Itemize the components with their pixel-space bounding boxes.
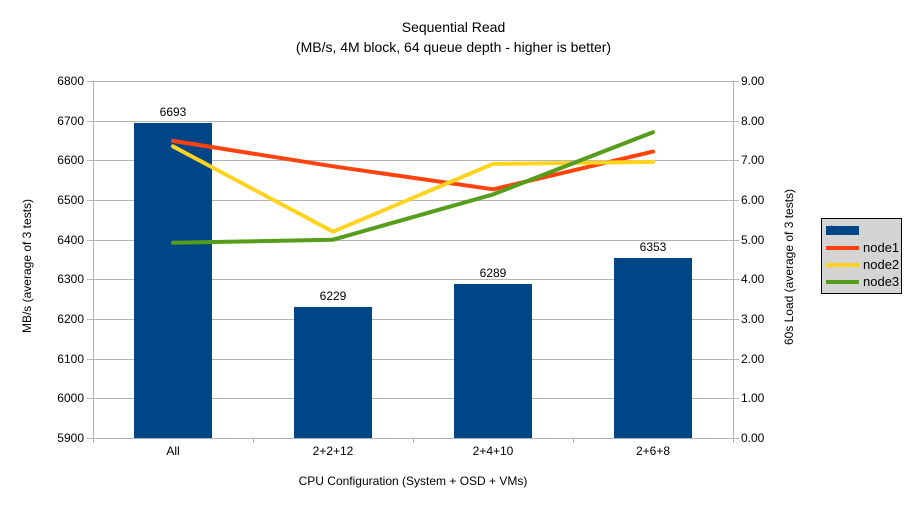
left-axis-tick [87, 279, 93, 280]
right-axis-tick [733, 240, 739, 241]
x-axis-tick [733, 438, 734, 443]
bar-value-label: 6353 [639, 240, 667, 254]
y-axis-tick-label-right: 4.00 [741, 272, 765, 286]
bar-2+2+12 [294, 307, 372, 438]
y-axis-tick-label-right: 8.00 [741, 114, 765, 128]
right-axis-tick [733, 160, 739, 161]
y-axis-tick-label-left: 6300 [57, 272, 84, 286]
y-axis-tick-label-left: 6600 [57, 153, 84, 167]
node2-swatch [826, 262, 859, 267]
legend-label: node1 [863, 240, 900, 255]
y-axis-tick-label-right: 3.00 [741, 312, 765, 326]
y-axis-tick-label-left: 6700 [57, 114, 84, 128]
x-axis-tick [413, 438, 414, 443]
line-series-node3 [171, 130, 655, 245]
y-axis-tick-label-left: 6500 [57, 193, 84, 207]
gridline [93, 398, 733, 399]
gridline [93, 160, 733, 161]
y-axis-tick-label-right: 1.00 [741, 391, 765, 405]
gridline [93, 319, 733, 320]
legend-item-node1: node1 [826, 240, 900, 255]
x-category-label: All [166, 444, 180, 458]
x-category-label: 2+6+8 [635, 444, 671, 458]
legend-item-node2: node2 [826, 257, 900, 272]
y-axis-tick-label-left: 6100 [57, 352, 84, 366]
line-series-node1 [171, 138, 655, 192]
node3-swatch [826, 279, 859, 284]
right-axis-line [733, 81, 734, 438]
y-axis-tick-label-left: 5900 [57, 431, 84, 445]
data-swatch [826, 226, 859, 235]
left-axis-tick [87, 200, 93, 201]
chart-title: Sequential Read [401, 19, 506, 35]
right-axis-tick [733, 279, 739, 280]
gridline [93, 81, 733, 82]
bar-value-label: 6693 [159, 105, 187, 119]
legend-item-data: data [826, 224, 897, 237]
legend-label: node3 [863, 274, 900, 289]
gridline [93, 359, 733, 360]
x-category-label: 2+2+12 [312, 444, 354, 458]
x-axis-title: CPU Configuration (System + OSD + VMs) [298, 474, 528, 488]
right-axis-tick [733, 398, 739, 399]
left-axis-tick [87, 160, 93, 161]
chart-title-block: Sequential Read (MB/s, 4M block, 64 queu… [0, 17, 907, 57]
y-axis-tick-label-right: 9.00 [741, 74, 765, 88]
x-category-label: 2+4+10 [472, 444, 514, 458]
legend: data node1 node2 node3 [821, 218, 902, 294]
bar-2+4+10 [454, 284, 532, 438]
right-axis-tick [733, 359, 739, 360]
left-axis-tick [87, 359, 93, 360]
y-axis-tick-label-left: 6800 [57, 74, 84, 88]
legend-item-node3: node3 [826, 274, 900, 289]
y-axis-tick-label-right: 5.00 [741, 233, 765, 247]
gridline [93, 279, 733, 280]
bar-All [134, 123, 212, 438]
right-axis-tick [733, 200, 739, 201]
x-axis-tick [253, 438, 254, 443]
y-axis-tick-label-right: 7.00 [741, 153, 765, 167]
bar-value-label: 6289 [479, 266, 507, 280]
left-axis-tick [87, 398, 93, 399]
left-axis-line [93, 81, 94, 438]
y-axis-tick-label-left: 6000 [57, 391, 84, 405]
left-axis-tick [87, 438, 93, 439]
left-axis-tick [87, 81, 93, 82]
y-axis-tick-label-right: 2.00 [741, 352, 765, 366]
plot-area: 6693 6229 6289 6353 [87, 81, 739, 443]
y-axis-tick-label-right: 6.00 [741, 193, 765, 207]
gridline [93, 121, 733, 122]
chart-subtitle: (MB/s, 4M block, 64 queue depth - higher… [295, 39, 612, 55]
gridline [93, 200, 733, 201]
right-axis-tick [733, 438, 739, 439]
right-axis-tick [733, 121, 739, 122]
y-axis-tick-label-left: 6400 [57, 233, 84, 247]
left-axis-title: MB/s (average of 3 tests) [20, 198, 34, 334]
bar-2+6+8 [614, 258, 692, 438]
left-axis-tick [87, 240, 93, 241]
right-axis-tick [733, 319, 739, 320]
x-axis-tick [93, 438, 94, 443]
left-axis-tick [87, 319, 93, 320]
y-axis-tick-label-right: 0.00 [741, 431, 765, 445]
line-layer [171, 130, 655, 245]
legend-label: node2 [863, 257, 900, 272]
y-axis-tick-label-left: 6200 [57, 312, 84, 326]
right-axis-tick [733, 81, 739, 82]
x-axis-tick [573, 438, 574, 443]
gridline [93, 240, 733, 241]
bar-value-label: 6229 [319, 289, 347, 303]
node1-swatch [826, 245, 859, 250]
left-axis-tick [87, 121, 93, 122]
